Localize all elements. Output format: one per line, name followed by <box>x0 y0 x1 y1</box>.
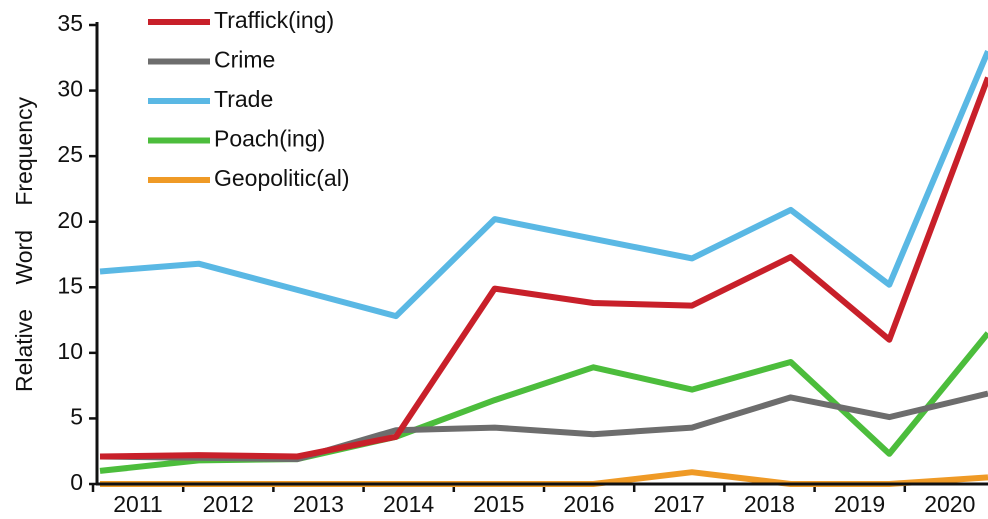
legend-label: Geopolitic(al) <box>214 165 350 191</box>
x-tick-label: 2015 <box>473 491 524 517</box>
x-tick-label: 2016 <box>563 491 614 517</box>
x-tick-label: 2019 <box>834 491 885 517</box>
y-tick-label: 20 <box>57 207 83 233</box>
x-tick-label: 2018 <box>744 491 795 517</box>
line-series <box>99 76 988 460</box>
x-tick-label: 2013 <box>293 491 344 517</box>
y-tick-label: 0 <box>70 469 83 495</box>
x-tick-label: 2012 <box>203 491 254 517</box>
legend-label: Traffick(ing) <box>214 7 334 33</box>
y-tick-label: 5 <box>70 404 83 430</box>
y-axis-label: Relative Word Frequency <box>11 96 37 392</box>
line-series <box>99 50 988 320</box>
line-series <box>99 390 988 463</box>
y-axis-label: Relative Word Frequency <box>11 96 37 392</box>
legend-label: Poach(ing) <box>214 126 325 152</box>
line-series <box>99 331 988 474</box>
y-tick-label: 35 <box>57 10 83 36</box>
line-series <box>100 469 988 487</box>
y-tick-label: 15 <box>57 272 83 298</box>
x-tick-label: 2020 <box>924 491 975 517</box>
x-tick-label: 2014 <box>383 491 434 517</box>
y-tick-label: 25 <box>57 141 83 167</box>
legend-label: Crime <box>214 47 275 73</box>
legend-label: Trade <box>214 86 273 112</box>
y-tick-label: 10 <box>57 338 83 364</box>
x-tick-label: 2017 <box>654 491 705 517</box>
x-tick-label: 2011 <box>113 491 162 517</box>
y-tick-label: 30 <box>57 76 83 102</box>
